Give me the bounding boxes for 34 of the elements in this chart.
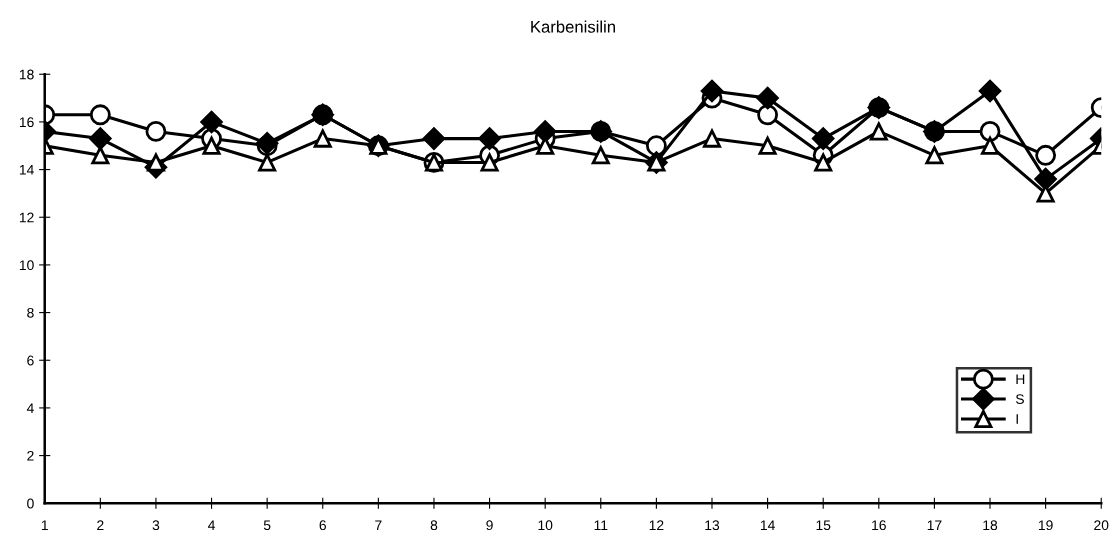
- y-tick-label: 10: [19, 260, 34, 271]
- x-tick-label: 2: [97, 520, 104, 530]
- y-tick-label: 18: [19, 69, 34, 80]
- x-tick-label: 4: [207, 520, 215, 530]
- x-tick-label: 15: [816, 520, 831, 531]
- x-tick-label: 13: [705, 520, 720, 531]
- x-tick-label: 3: [152, 520, 160, 531]
- x-tick-label: 16: [872, 520, 886, 531]
- chart-title: Karbenisilin: [531, 20, 615, 33]
- y-tick-label: 4: [26, 403, 34, 413]
- y-tick-label: 16: [19, 117, 34, 128]
- x-tick-label: 12: [649, 520, 664, 530]
- y-tick-label: 12: [19, 212, 34, 223]
- x-tick-label: 11: [594, 520, 608, 530]
- x-tick-label: 5: [263, 520, 271, 531]
- x-tick-label: 17: [927, 520, 942, 530]
- x-tick-label: 6: [319, 520, 326, 531]
- legend-label: S: [1015, 394, 1024, 405]
- x-tick-label: 20: [1094, 520, 1109, 531]
- x-tick-label: 19: [1038, 520, 1053, 531]
- x-tick-label: 7: [375, 520, 382, 530]
- x-tick-label: 9: [486, 520, 493, 531]
- legend-label: I: [1016, 414, 1018, 424]
- y-tick-label: 6: [27, 355, 34, 366]
- x-tick-label: 8: [430, 520, 438, 531]
- x-tick-label: 18: [983, 520, 998, 531]
- y-tick-label: 8: [27, 307, 34, 318]
- y-tick-label: 0: [27, 498, 34, 509]
- x-tick-label: 10: [538, 520, 553, 531]
- y-tick-label: 14: [19, 165, 34, 175]
- x-tick-label: 1: [41, 520, 48, 530]
- legend-label: H: [1016, 374, 1025, 384]
- y-tick-label: 2: [27, 450, 34, 461]
- x-tick-label: 14: [760, 520, 775, 530]
